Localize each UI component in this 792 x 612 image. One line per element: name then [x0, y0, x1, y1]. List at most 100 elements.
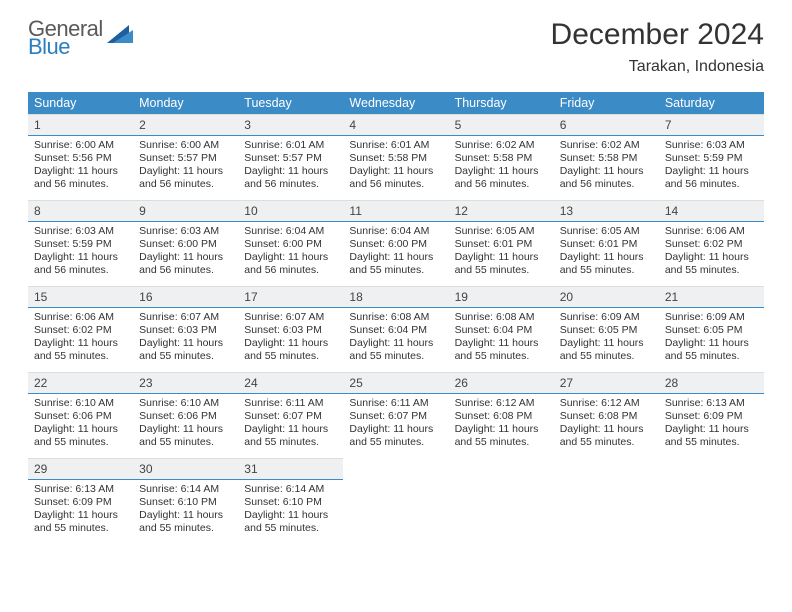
day-number: 1: [28, 114, 133, 136]
sunrise-line: Sunrise: 6:09 AM: [665, 311, 758, 324]
sunset-line: Sunset: 5:59 PM: [665, 152, 758, 165]
day-number: 29: [28, 458, 133, 480]
day-number: 26: [449, 372, 554, 394]
sunset-line: Sunset: 6:02 PM: [34, 324, 127, 337]
daylight-line: Daylight: 11 hours and 56 minutes.: [455, 165, 548, 191]
daylight-line: Daylight: 11 hours and 55 minutes.: [244, 423, 337, 449]
sunset-line: Sunset: 6:10 PM: [139, 496, 232, 509]
sunrise-line: Sunrise: 6:03 AM: [34, 225, 127, 238]
sunset-line: Sunset: 6:03 PM: [139, 324, 232, 337]
calendar-cell: [554, 458, 659, 544]
day-details: Sunrise: 6:01 AMSunset: 5:57 PMDaylight:…: [238, 136, 343, 198]
sunset-line: Sunset: 6:07 PM: [244, 410, 337, 423]
daylight-line: Daylight: 11 hours and 55 minutes.: [139, 337, 232, 363]
day-number: 22: [28, 372, 133, 394]
sunset-line: Sunset: 5:58 PM: [560, 152, 653, 165]
day-details: Sunrise: 6:03 AMSunset: 6:00 PMDaylight:…: [133, 222, 238, 284]
daylight-line: Daylight: 11 hours and 55 minutes.: [349, 423, 442, 449]
sunrise-line: Sunrise: 6:11 AM: [349, 397, 442, 410]
page: General Blue December 2024 Tarakan, Indo…: [0, 0, 792, 612]
daylight-line: Daylight: 11 hours and 56 minutes.: [139, 251, 232, 277]
sunset-line: Sunset: 6:10 PM: [244, 496, 337, 509]
calendar-cell: 25Sunrise: 6:11 AMSunset: 6:07 PMDayligh…: [343, 372, 448, 458]
day-number: 19: [449, 286, 554, 308]
day-details: Sunrise: 6:01 AMSunset: 5:58 PMDaylight:…: [343, 136, 448, 198]
day-details: Sunrise: 6:00 AMSunset: 5:56 PMDaylight:…: [28, 136, 133, 198]
day-number: 6: [554, 114, 659, 136]
sunset-line: Sunset: 6:00 PM: [139, 238, 232, 251]
day-number: 2: [133, 114, 238, 136]
day-details: Sunrise: 6:02 AMSunset: 5:58 PMDaylight:…: [449, 136, 554, 198]
day-details: Sunrise: 6:14 AMSunset: 6:10 PMDaylight:…: [238, 480, 343, 542]
weekday-header: Saturday: [659, 92, 764, 114]
day-number: 28: [659, 372, 764, 394]
calendar-cell: 13Sunrise: 6:05 AMSunset: 6:01 PMDayligh…: [554, 200, 659, 286]
calendar-cell: 5Sunrise: 6:02 AMSunset: 5:58 PMDaylight…: [449, 114, 554, 200]
sunrise-line: Sunrise: 6:10 AM: [34, 397, 127, 410]
day-number: 30: [133, 458, 238, 480]
sunset-line: Sunset: 6:05 PM: [560, 324, 653, 337]
day-number: 10: [238, 200, 343, 222]
day-details: Sunrise: 6:08 AMSunset: 6:04 PMDaylight:…: [449, 308, 554, 370]
daylight-line: Daylight: 11 hours and 55 minutes.: [665, 423, 758, 449]
sunset-line: Sunset: 6:09 PM: [34, 496, 127, 509]
calendar-cell: 9Sunrise: 6:03 AMSunset: 6:00 PMDaylight…: [133, 200, 238, 286]
calendar-cell: 20Sunrise: 6:09 AMSunset: 6:05 PMDayligh…: [554, 286, 659, 372]
sunrise-line: Sunrise: 6:08 AM: [349, 311, 442, 324]
calendar-week-row: 1Sunrise: 6:00 AMSunset: 5:56 PMDaylight…: [28, 114, 764, 200]
calendar-cell: 12Sunrise: 6:05 AMSunset: 6:01 PMDayligh…: [449, 200, 554, 286]
daylight-line: Daylight: 11 hours and 55 minutes.: [455, 251, 548, 277]
daylight-line: Daylight: 11 hours and 55 minutes.: [560, 251, 653, 277]
sunrise-line: Sunrise: 6:03 AM: [665, 139, 758, 152]
calendar-cell: 30Sunrise: 6:14 AMSunset: 6:10 PMDayligh…: [133, 458, 238, 544]
day-number: 21: [659, 286, 764, 308]
day-number: 17: [238, 286, 343, 308]
calendar-week-row: 29Sunrise: 6:13 AMSunset: 6:09 PMDayligh…: [28, 458, 764, 544]
sunrise-line: Sunrise: 6:01 AM: [349, 139, 442, 152]
daylight-line: Daylight: 11 hours and 55 minutes.: [455, 337, 548, 363]
sunset-line: Sunset: 5:56 PM: [34, 152, 127, 165]
weekday-header: Sunday: [28, 92, 133, 114]
day-number: 7: [659, 114, 764, 136]
daylight-line: Daylight: 11 hours and 55 minutes.: [560, 337, 653, 363]
sunset-line: Sunset: 6:05 PM: [665, 324, 758, 337]
day-number: 8: [28, 200, 133, 222]
calendar-cell: [449, 458, 554, 544]
daylight-line: Daylight: 11 hours and 56 minutes.: [139, 165, 232, 191]
day-details: Sunrise: 6:06 AMSunset: 6:02 PMDaylight:…: [659, 222, 764, 284]
day-number: 31: [238, 458, 343, 480]
day-details: Sunrise: 6:07 AMSunset: 6:03 PMDaylight:…: [238, 308, 343, 370]
day-details: Sunrise: 6:02 AMSunset: 5:58 PMDaylight:…: [554, 136, 659, 198]
logo-mark-icon: [107, 23, 135, 54]
daylight-line: Daylight: 11 hours and 56 minutes.: [244, 251, 337, 277]
sunrise-line: Sunrise: 6:05 AM: [455, 225, 548, 238]
weekday-header: Tuesday: [238, 92, 343, 114]
day-details: Sunrise: 6:12 AMSunset: 6:08 PMDaylight:…: [449, 394, 554, 456]
calendar-week-row: 15Sunrise: 6:06 AMSunset: 6:02 PMDayligh…: [28, 286, 764, 372]
sunset-line: Sunset: 5:58 PM: [455, 152, 548, 165]
day-number: 24: [238, 372, 343, 394]
sunset-line: Sunset: 5:58 PM: [349, 152, 442, 165]
day-details: Sunrise: 6:12 AMSunset: 6:08 PMDaylight:…: [554, 394, 659, 456]
calendar-header-row: SundayMondayTuesdayWednesdayThursdayFrid…: [28, 92, 764, 114]
sunrise-line: Sunrise: 6:14 AM: [244, 483, 337, 496]
day-details: Sunrise: 6:14 AMSunset: 6:10 PMDaylight:…: [133, 480, 238, 542]
daylight-line: Daylight: 11 hours and 55 minutes.: [34, 509, 127, 535]
daylight-line: Daylight: 11 hours and 55 minutes.: [139, 423, 232, 449]
daylight-line: Daylight: 11 hours and 55 minutes.: [244, 509, 337, 535]
sunset-line: Sunset: 6:07 PM: [349, 410, 442, 423]
sunset-line: Sunset: 5:57 PM: [139, 152, 232, 165]
day-details: Sunrise: 6:11 AMSunset: 6:07 PMDaylight:…: [238, 394, 343, 456]
day-details: Sunrise: 6:11 AMSunset: 6:07 PMDaylight:…: [343, 394, 448, 456]
calendar-body: 1Sunrise: 6:00 AMSunset: 5:56 PMDaylight…: [28, 114, 764, 544]
day-number: 4: [343, 114, 448, 136]
weekday-header: Monday: [133, 92, 238, 114]
day-details: Sunrise: 6:08 AMSunset: 6:04 PMDaylight:…: [343, 308, 448, 370]
calendar-table: SundayMondayTuesdayWednesdayThursdayFrid…: [28, 92, 764, 544]
calendar-cell: 29Sunrise: 6:13 AMSunset: 6:09 PMDayligh…: [28, 458, 133, 544]
day-number: 23: [133, 372, 238, 394]
day-number: 13: [554, 200, 659, 222]
day-details: Sunrise: 6:13 AMSunset: 6:09 PMDaylight:…: [28, 480, 133, 542]
logo: General Blue: [28, 18, 135, 58]
header: General Blue December 2024 Tarakan, Indo…: [28, 18, 764, 76]
